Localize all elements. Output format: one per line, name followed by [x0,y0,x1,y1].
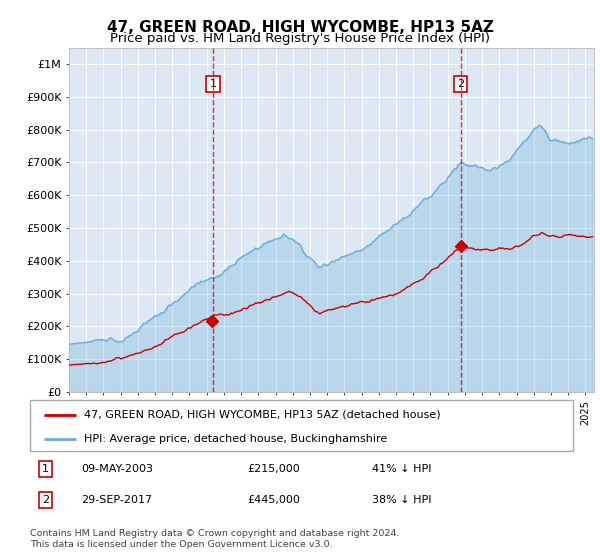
Text: £445,000: £445,000 [247,494,300,505]
Text: 38% ↓ HPI: 38% ↓ HPI [372,494,431,505]
FancyBboxPatch shape [30,400,573,451]
Text: Contains HM Land Registry data © Crown copyright and database right 2024.
This d: Contains HM Land Registry data © Crown c… [30,529,400,549]
Text: 47, GREEN ROAD, HIGH WYCOMBE, HP13 5AZ (detached house): 47, GREEN ROAD, HIGH WYCOMBE, HP13 5AZ (… [85,409,441,419]
Text: 29-SEP-2017: 29-SEP-2017 [82,494,153,505]
Text: Price paid vs. HM Land Registry's House Price Index (HPI): Price paid vs. HM Land Registry's House … [110,32,490,45]
Text: £215,000: £215,000 [247,464,300,474]
Text: 41% ↓ HPI: 41% ↓ HPI [372,464,431,474]
Text: 1: 1 [42,464,49,474]
Text: HPI: Average price, detached house, Buckinghamshire: HPI: Average price, detached house, Buck… [85,433,388,444]
Text: 1: 1 [209,79,217,89]
Text: 09-MAY-2003: 09-MAY-2003 [82,464,154,474]
Text: 2: 2 [41,494,49,505]
Text: 2: 2 [457,79,464,89]
Text: 47, GREEN ROAD, HIGH WYCOMBE, HP13 5AZ: 47, GREEN ROAD, HIGH WYCOMBE, HP13 5AZ [107,20,493,35]
